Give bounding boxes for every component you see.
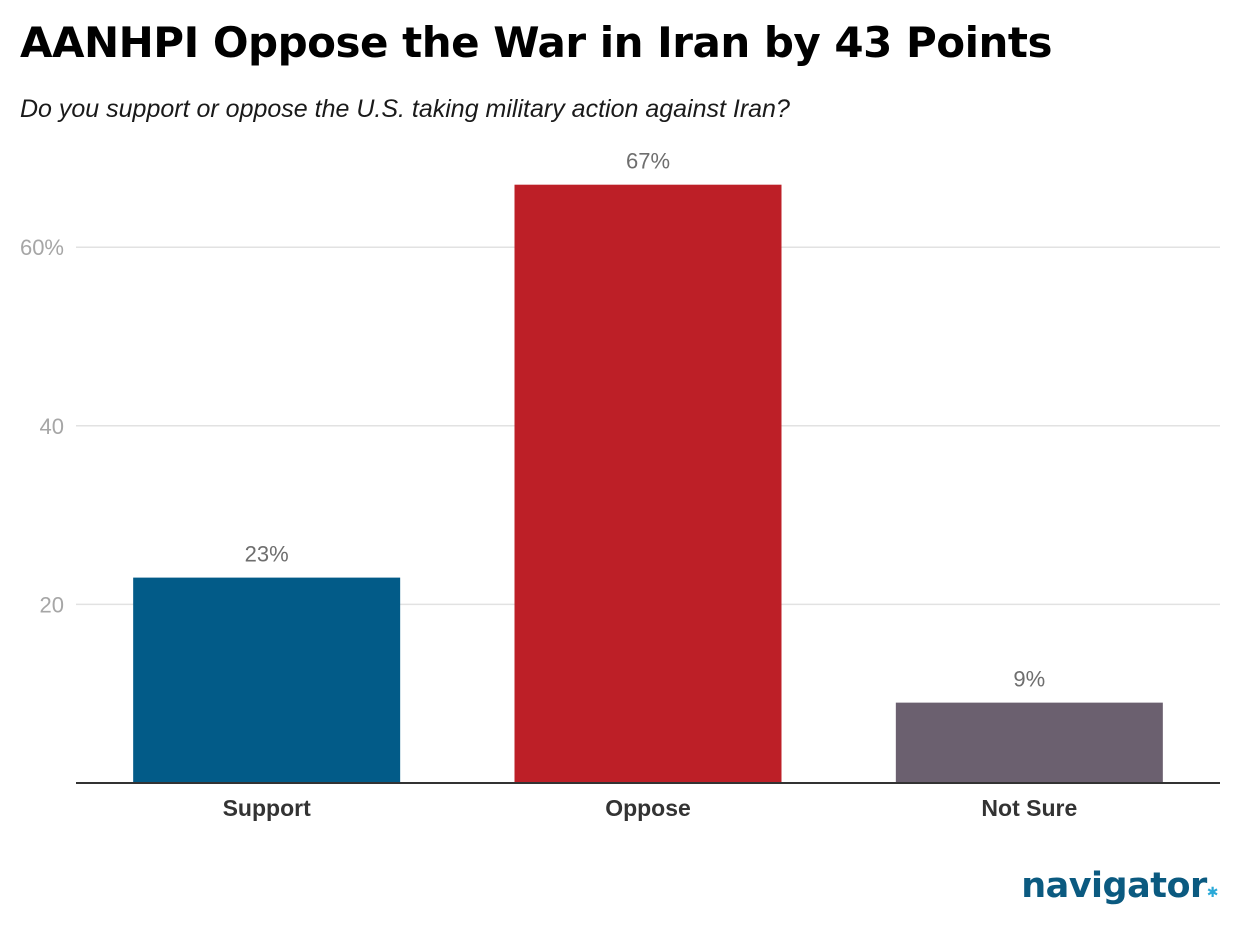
category-label: Oppose [605, 795, 691, 821]
bar-not-sure [895, 702, 1163, 783]
labels: 20 40 60% 23% Support 67% Oppose 9% Not Sure [20, 149, 1077, 821]
data-label: 67% [626, 149, 670, 174]
chart-title: AANHPI Oppose the War in Iran by 43 Poin… [20, 18, 1053, 67]
category-label: Support [223, 795, 311, 821]
bar-support [133, 577, 401, 783]
logo-text: navigator [1021, 866, 1207, 906]
navigator-logo: navigator✱ [1021, 866, 1218, 906]
y-tick-label: 20 [40, 592, 64, 617]
data-label: 23% [245, 542, 289, 567]
y-tick-label: 60% [20, 235, 64, 260]
bar-chart: 20 40 60% 23% Support 67% Oppose 9% Not Sure [20, 149, 1220, 821]
logo-star-icon: ✱ [1206, 885, 1219, 901]
chart-subtitle: Do you support or oppose the U.S. taking… [20, 95, 790, 123]
bar-oppose [514, 184, 782, 783]
bars [133, 184, 1163, 783]
y-tick-label: 40 [40, 414, 64, 439]
category-label: Not Sure [981, 795, 1077, 821]
data-label: 9% [1013, 667, 1045, 692]
